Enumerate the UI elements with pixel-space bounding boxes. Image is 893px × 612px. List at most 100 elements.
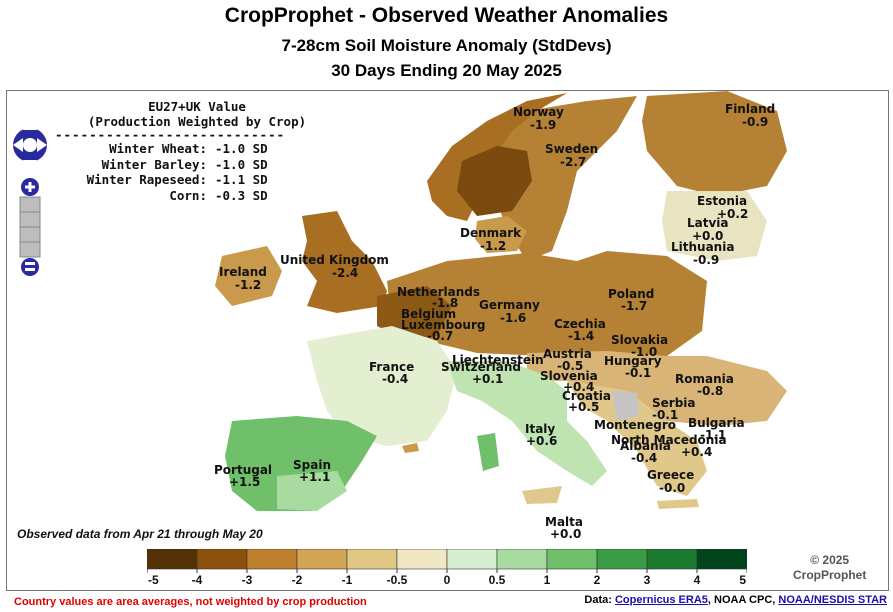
label-greece: Greece	[647, 468, 694, 482]
summary-row-winter-barley: Winter Barley: -1.0 SD	[27, 157, 327, 173]
summary-row-value: -1.0 SD	[215, 156, 268, 172]
legend-tick-label: 0	[444, 573, 451, 587]
label-germany: Germany	[479, 298, 540, 312]
label-malta: Malta	[545, 515, 583, 529]
legend-tick-label: -3	[242, 573, 253, 587]
legend-swatch	[196, 548, 248, 570]
pan-up-icon[interactable]	[23, 120, 37, 130]
zoom-out-button[interactable]	[21, 258, 39, 276]
value-latvia: +0.0	[692, 229, 723, 243]
value-ireland: -1.2	[235, 278, 261, 292]
value-finland: -0.9	[742, 115, 768, 129]
label-portugal: Portugal	[214, 463, 272, 477]
label-croatia: Croatia	[562, 389, 611, 403]
map-navigation	[12, 117, 48, 287]
label-albania: Albania	[620, 439, 671, 453]
legend-tick-label: -0.5	[387, 573, 408, 587]
footer-note: Country values are area averages, not we…	[14, 596, 367, 608]
value-norway: -1.9	[530, 118, 556, 132]
legend-swatch	[396, 548, 448, 570]
europe-map[interactable]: Norway -1.9 Sweden -2.7 Finland -0.9 Est…	[7, 91, 888, 590]
copyright: © 2025 CropProphet	[793, 553, 866, 583]
baltics-region	[662, 191, 767, 261]
label-slovakia: Slovakia	[611, 333, 668, 347]
summary-subheading: (Production Weighted by Crop)	[87, 114, 307, 129]
sardinia-island	[477, 433, 499, 471]
pan-right-icon[interactable]	[37, 138, 47, 152]
value-poland: -1.7	[621, 299, 647, 313]
finland-region	[642, 91, 787, 196]
value-albania: -0.4	[631, 451, 657, 465]
summary-row-winter-rapeseed: Winter Rapeseed: -1.1 SD	[27, 172, 327, 188]
nesdis-link[interactable]: NOAA/NESDIS STAR	[778, 594, 887, 606]
legend-swatch	[596, 548, 648, 570]
value-hungary: -0.1	[625, 366, 651, 380]
value-slovenia: +0.4	[563, 380, 594, 394]
label-serbia: Serbia	[652, 396, 696, 410]
summary-row-value: -1.0 SD	[215, 141, 268, 156]
label-montenegro: Montenegro	[594, 418, 676, 432]
pan-control[interactable]	[13, 120, 47, 170]
value-malta: +0.0	[550, 527, 581, 541]
value-spain: +1.1	[299, 470, 330, 484]
value-lithuania: -0.9	[693, 253, 719, 267]
map-title: CropProphet - Observed Weather Anomalies	[224, 4, 669, 27]
label-belgium: Belgium	[401, 307, 456, 321]
legend-tick-label: -2	[292, 573, 303, 587]
legend-swatch	[246, 548, 298, 570]
label-romania: Romania	[675, 372, 734, 386]
value-denmark: -1.2	[480, 239, 506, 253]
label-united-kingdom: United Kingdom	[280, 253, 389, 267]
legend-tick-label: 0.5	[489, 573, 506, 587]
value-portugal: +1.5	[229, 475, 260, 489]
value-serbia: -0.1	[652, 408, 678, 422]
summary-row-label: Winter Wheat:	[109, 141, 207, 156]
label-poland: Poland	[608, 287, 654, 301]
legend-tick-label: 1	[544, 573, 551, 587]
pan-down-icon[interactable]	[23, 160, 37, 170]
label-austria: Austria	[543, 347, 592, 361]
label-hungary: Hungary	[604, 354, 662, 368]
uk-region	[302, 211, 387, 313]
legend-swatch	[546, 548, 598, 570]
label-italy: Italy	[525, 422, 555, 436]
france-region	[307, 326, 457, 446]
legend-tick-label: -1	[342, 573, 353, 587]
serbia-nodata	[612, 391, 639, 421]
legend-tick-label: 5	[739, 573, 746, 587]
data-sources: Data: Copernicus ERA5, NOAA CPC, NOAA/NE…	[584, 594, 887, 606]
label-switzerland: Switzerland	[441, 360, 521, 374]
map-frame[interactable]: Norway -1.9 Sweden -2.7 Finland -0.9 Est…	[6, 90, 889, 591]
pan-left-icon[interactable]	[13, 138, 23, 152]
map-period: 30 Days Ending 20 May 2025	[331, 61, 562, 80]
ireland-region	[215, 246, 282, 306]
label-estonia: Estonia	[697, 194, 747, 208]
summary-row-value: -0.3 SD	[215, 187, 268, 203]
value-netherlands: -1.8	[432, 296, 458, 310]
legend-swatch	[296, 548, 348, 570]
value-united-kingdom: -2.4	[332, 266, 358, 280]
label-denmark: Denmark	[460, 226, 522, 240]
balkans-region	[567, 381, 707, 496]
summary-row-value: -1.1 SD	[215, 172, 268, 187]
norway-core	[457, 146, 532, 216]
label-latvia: Latvia	[687, 216, 729, 230]
copernicus-link[interactable]: Copernicus ERA5	[614, 594, 708, 606]
summary-row-corn: Corn: -0.3 SD	[27, 188, 327, 204]
danube-region	[527, 351, 787, 426]
value-croatia: +0.5	[568, 400, 599, 414]
label-czechia: Czechia	[554, 317, 606, 331]
label-slovenia: Slovenia	[540, 369, 598, 383]
value-bulgaria: -1.1	[700, 428, 726, 442]
summary-row-label: Winter Rapeseed:	[86, 172, 207, 187]
sources-middle: , NOAA CPC,	[707, 594, 776, 606]
zoom-in-button[interactable]	[21, 178, 39, 196]
copyright-name: CropProphet	[793, 568, 867, 582]
label-lithuania: Lithuania	[671, 240, 734, 254]
legend-swatch	[646, 548, 698, 570]
label-finland: Finland	[725, 102, 775, 116]
label-sweden: Sweden	[545, 142, 598, 156]
value-germany: -1.6	[500, 311, 526, 325]
label-north-macedonia: North Macedonia	[611, 433, 727, 447]
label-netherlands: Netherlands	[397, 285, 480, 299]
